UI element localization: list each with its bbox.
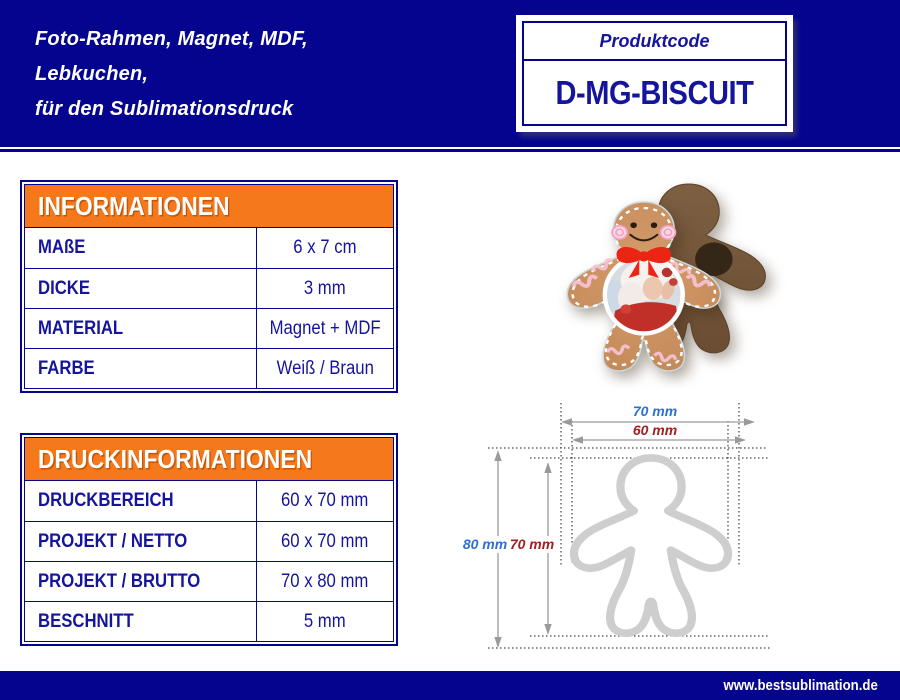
title-line-1: Foto-Rahmen, Magnet, MDF,	[35, 28, 308, 50]
table-row: PROJEKT / NETTO 60 x 70 mm	[25, 521, 393, 561]
page-title: Foto-Rahmen, Magnet, MDF, Lebkuchen, für…	[35, 22, 308, 127]
dim-height-inner: 70 mm	[510, 536, 554, 552]
dimension-diagram: 70 mm 60 mm 80 mm 70 mm	[463, 403, 771, 649]
eye-left	[630, 222, 637, 229]
smile	[629, 233, 659, 242]
row-value: Weiß / Braun	[276, 357, 374, 379]
row-label: MAßE	[38, 237, 86, 258]
row-label: BESCHNITT	[38, 610, 134, 632]
print-table-header: DRUCKINFORMATIONEN	[25, 438, 393, 481]
table-row: BESCHNITT 5 mm	[25, 601, 393, 641]
table-row: DICKE 3 mm	[25, 268, 393, 308]
red-bow	[616, 246, 672, 278]
row-label: PROJEKT / BRUTTO	[38, 570, 201, 592]
info-table-header: INFORMATIONEN	[25, 185, 393, 228]
row-value: 60 x 70 mm	[281, 490, 369, 511]
eye-right	[650, 222, 658, 229]
info-table: INFORMATIONEN MAßE 6 x 7 cm DICKE 3 mm M…	[20, 180, 398, 393]
table-row: MAßE 6 x 7 cm	[25, 228, 393, 268]
table-row: PROJEKT / BRUTTO 70 x 80 mm	[25, 561, 393, 601]
info-table-title: INFORMATIONEN	[38, 190, 230, 221]
row-label: DRUCKBEREICH	[38, 490, 174, 511]
label-mask	[509, 536, 555, 553]
dim-width-inner: 60 mm	[633, 422, 677, 438]
row-label: MATERIAL	[38, 317, 124, 339]
print-table-title: DRUCKINFORMATIONEN	[38, 443, 313, 474]
gingerbread-outline	[574, 458, 728, 633]
row-label: DICKE	[38, 277, 91, 299]
row-value: 5 mm	[304, 610, 346, 632]
product-code-box: Produktcode D-MG-BISCUIT	[516, 15, 793, 132]
inserted-photo	[607, 258, 681, 332]
table-row: FARBE Weiß / Braun	[25, 348, 393, 388]
dim-height-outer: 80 mm	[463, 536, 507, 552]
product-code-value: D-MG-BISCUIT	[555, 73, 754, 111]
table-row: MATERIAL Magnet + MDF	[25, 308, 393, 348]
header-divider	[0, 149, 900, 152]
row-label: PROJEKT / NETTO	[38, 530, 188, 552]
row-value: Magnet + MDF	[269, 317, 381, 339]
row-value: 70 x 80 mm	[281, 570, 369, 592]
photo-frame-window	[602, 254, 685, 336]
table-row: DRUCKBEREICH 60 x 70 mm	[25, 481, 393, 521]
product-code-frame: Produktcode D-MG-BISCUIT	[522, 21, 787, 126]
row-label: FARBE	[38, 357, 95, 379]
cheek-left	[611, 224, 629, 240]
row-value: 3 mm	[304, 277, 346, 299]
row-value: 60 x 70 mm	[281, 530, 369, 552]
row-value: 6 x 7 cm	[293, 237, 357, 258]
magnet-recess	[695, 242, 733, 276]
gingerbread-face	[611, 222, 677, 242]
footer-bar: www.bestsublimation.de	[0, 671, 900, 700]
product-code-caption: Produktcode	[524, 23, 785, 61]
gingerbread-photo-front	[566, 201, 722, 372]
title-line-2: Lebkuchen,	[35, 63, 149, 85]
gingerbread-mdf-back	[611, 183, 767, 354]
title-line-3: für den Sublimationsdruck	[35, 98, 294, 120]
product-photo	[566, 183, 767, 372]
label-mask	[463, 536, 509, 553]
dim-width-outer: 70 mm	[633, 403, 677, 419]
cheek-right	[659, 224, 677, 240]
print-info-table: DRUCKINFORMATIONEN DRUCKBEREICH 60 x 70 …	[20, 433, 398, 646]
footer-url: www.bestsublimation.de	[723, 677, 878, 694]
